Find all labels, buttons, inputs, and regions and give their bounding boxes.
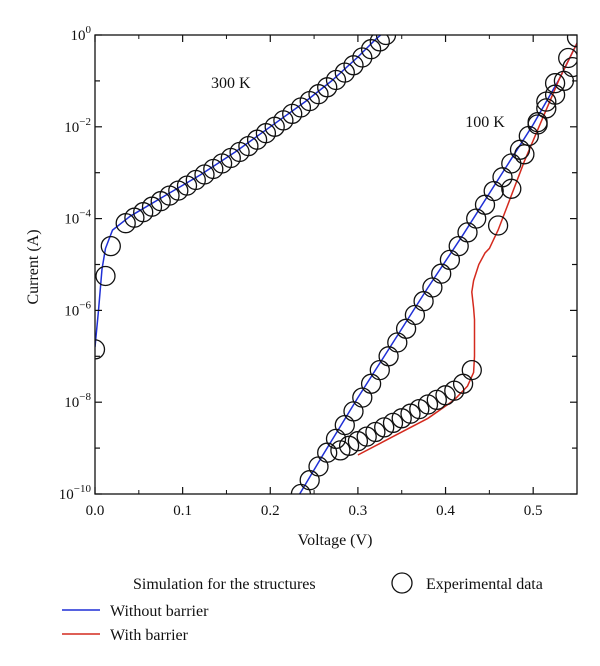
legend-title: Simulation for the structures [133,576,316,593]
x-axis-label: Voltage (V) [298,532,373,549]
data-point [461,359,482,381]
x-tick-label: 0.4 [436,503,455,519]
data-point [487,215,509,236]
data-point [238,135,259,157]
data-point [100,235,121,257]
data-point [299,470,320,491]
series-line-with-barrier [357,41,577,456]
y-axis-ticks: 100 10−2 10−4 10−6 10−8 10−10 [59,24,577,503]
legend-marker-icon [391,572,413,594]
data-point [558,47,577,69]
data-point [229,141,250,163]
data-point [527,114,548,135]
legend-marker-label: Experimental data [426,576,543,593]
y-tick-label: 10−4 [64,208,91,228]
data-point [308,456,329,477]
legend-label-without-barrier: Without barrier [110,603,209,620]
data-point [514,144,535,165]
plot-frame [94,34,578,495]
x-tick-label: 0.5 [524,503,543,519]
data-point [308,84,329,105]
x-tick-label: 0.0 [86,503,105,519]
data-point [95,339,106,360]
experimental-markers [95,35,577,494]
data-point [566,35,577,48]
data-point [466,208,487,229]
data-point [299,90,320,112]
x-tick-label: 0.2 [261,503,280,519]
data-point [448,235,469,257]
x-tick-label: 0.1 [173,503,192,519]
y-tick-label: 10−10 [59,483,92,503]
data-point [282,103,303,125]
y-tick-label: 10−6 [64,299,91,319]
data-point [273,110,294,131]
series-line-without-barrier [298,41,577,494]
data-point [509,139,531,160]
data-point [317,77,338,98]
data-point [483,180,504,202]
data-point [501,153,522,174]
y-tick-label: 100 [71,24,92,44]
data-point [375,35,397,46]
annotations: 300 K 100 K [211,75,505,131]
data-point [474,194,496,215]
data-point [501,178,522,199]
data-point [562,56,577,78]
data-point [369,35,390,52]
temperature-annotation: 100 K [465,114,505,131]
y-tick-label: 10−8 [64,391,91,411]
data-point [290,97,312,118]
y-axis-label: Current (A) [25,229,42,304]
data-point [220,147,241,169]
data-point [317,442,338,463]
legend: Simulation for the structures Experiment… [62,572,543,644]
data-point [325,69,347,91]
y-tick-label: 10−2 [64,116,91,136]
data-point [246,129,268,150]
data-point [544,73,566,94]
data-point [536,91,557,112]
series-lines [95,35,577,494]
data-point [264,116,285,137]
temperature-annotation: 300 K [211,75,251,92]
data-point [95,265,116,287]
data-point [255,123,277,144]
x-tick-label: 0.3 [349,503,368,519]
data-point [115,213,136,234]
data-point [334,62,355,83]
series-line-without-barrier [95,35,382,348]
x-axis-ticks: 0.0 0.1 0.2 0.3 0.4 0.5 [86,35,578,519]
data-point [457,222,478,243]
plot-area: 0.0 0.1 0.2 0.3 0.4 0.5 10010−210−410−610−810… [59,24,578,519]
data-point [360,39,382,60]
legend-label-with-barrier: With barrier [110,627,189,644]
